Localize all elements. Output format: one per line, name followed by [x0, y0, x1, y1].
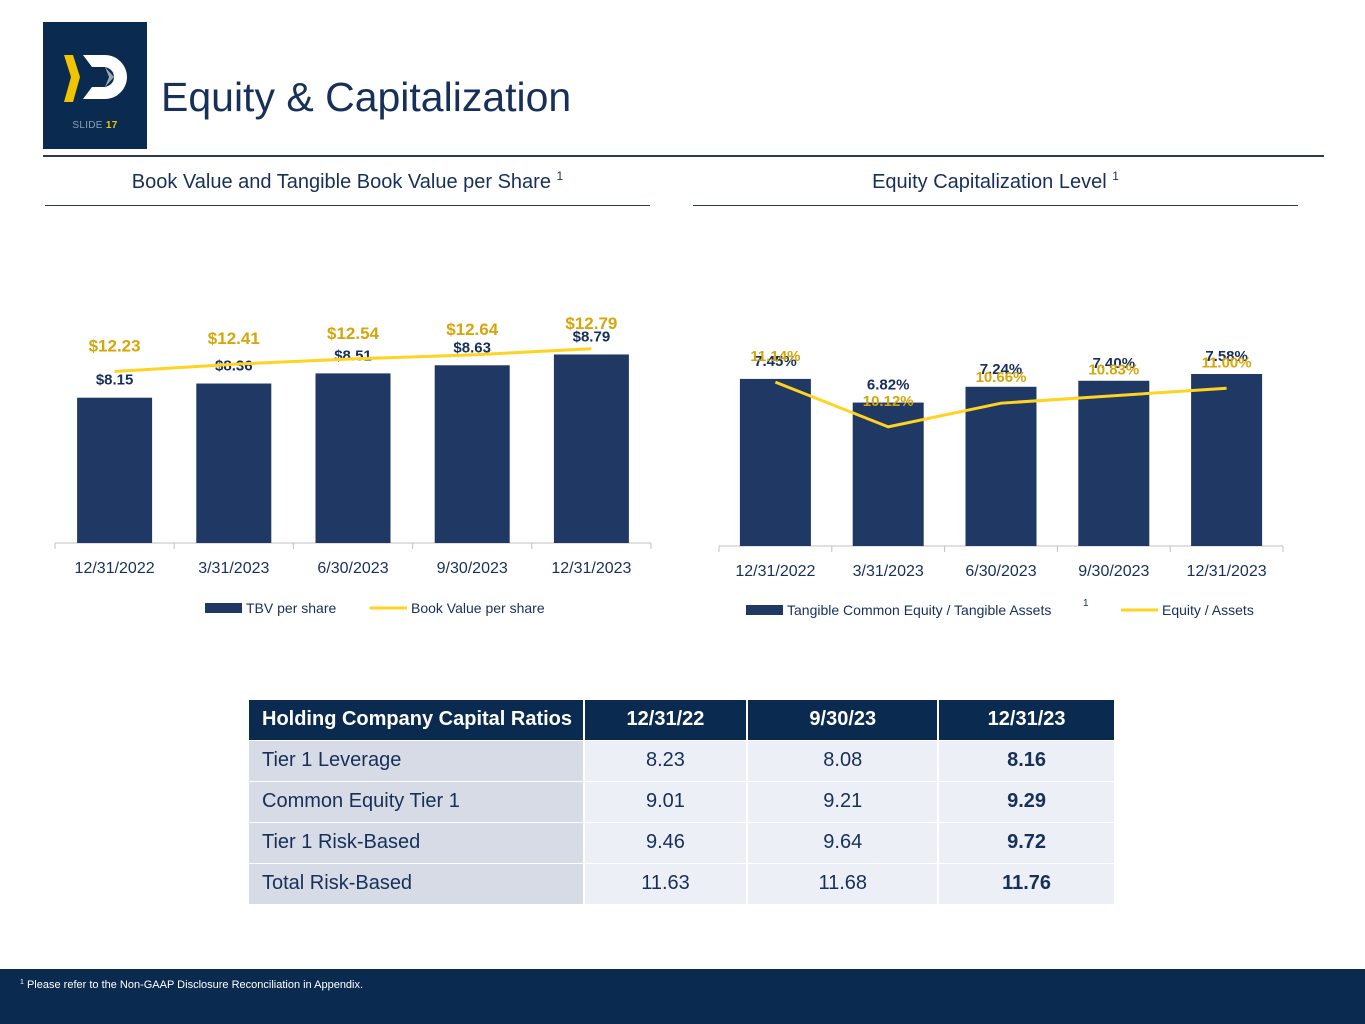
right-chart-divider — [693, 205, 1298, 206]
equity-capitalization-chart: 7.45% 12/31/2022 6.82% 3/31/2023 7.24% 6/30/2… — [693, 220, 1313, 630]
table-row: Total Risk-Based 11.63 11.68 11.76 — [249, 862, 1116, 904]
table-cell: 11.76 — [938, 862, 1116, 904]
legend-swatch-bar — [746, 605, 783, 615]
line-series — [774, 380, 1227, 429]
table-row: Common Equity Tier 1 9.01 9.21 9.29 — [249, 780, 1116, 822]
left-chart-divider — [45, 205, 650, 206]
bar-value-label: $8.36 — [215, 358, 253, 375]
line-value-label: 10.66% — [976, 369, 1027, 386]
table-row: Tier 1 Leverage 8.23 8.08 8.16 — [249, 739, 1116, 781]
capital-ratios-table: Holding Company Capital Ratios 12/31/22 … — [249, 700, 1116, 904]
x-tick-label: 12/31/2022 — [75, 560, 155, 577]
bar — [965, 386, 1037, 546]
line-series — [114, 347, 592, 373]
page-title: Equity & Capitalization — [161, 74, 572, 120]
table-cell: 9.29 — [938, 780, 1116, 822]
book-value-chart: $8.15 12/31/2022 $8.36 3/31/2023 $8.51 6/30/2… — [45, 220, 665, 630]
right-chart-title: Equity Capitalization Level 1 — [872, 169, 1119, 193]
bar-value-label: $8.51 — [334, 347, 372, 364]
line-value-label: 10.83% — [1088, 362, 1139, 379]
table-cell: 11.68 — [747, 862, 940, 904]
line-value-label: $12.79 — [565, 314, 617, 333]
table-cell: 9.01 — [583, 780, 749, 822]
x-tick-label: 6/30/2023 — [317, 560, 388, 577]
bar-value-label: 7.40% — [1093, 355, 1136, 372]
table-header-cell: 12/31/22 — [583, 700, 749, 740]
legend-footnote-mark: 1 — [1083, 598, 1089, 609]
title-divider — [43, 155, 1324, 157]
legend-label-bar: Tangible Common Equity / Tangible Assets — [787, 602, 1051, 618]
bar — [434, 365, 510, 543]
bar-value-label: 6.82% — [867, 377, 910, 394]
table-cell: 8.16 — [938, 739, 1116, 781]
table-cell: 9.64 — [747, 821, 940, 863]
table-cell: 9.21 — [747, 780, 940, 822]
bar — [1191, 374, 1263, 546]
table-header-cell: Holding Company Capital Ratios — [249, 700, 585, 740]
table-row-label: Total Risk-Based — [249, 862, 585, 904]
line-value-label: 11.14% — [750, 348, 800, 365]
bar — [553, 354, 629, 543]
table-cell: 9.72 — [938, 821, 1116, 863]
x-tick-label: 9/30/2023 — [1078, 563, 1149, 580]
bar — [315, 373, 391, 543]
legend-label-bar: TBV per share — [246, 600, 336, 616]
footer-note: 1 Please refer to the Non-GAAP Disclosur… — [20, 979, 364, 991]
bar-value-label: 7.45% — [754, 353, 797, 370]
line-value-label: $12.64 — [446, 320, 499, 339]
bar — [77, 397, 153, 543]
book-value-chart-svg: $8.15 12/31/2022 $8.36 3/31/2023 $8.51 6/30/2… — [54, 314, 652, 616]
left-chart-title: Book Value and Tangible Book Value per S… — [131, 169, 564, 193]
equity-capitalization-chart-svg: 7.45% 12/31/2022 6.82% 3/31/2023 7.24% 6/30/2… — [718, 348, 1284, 618]
table-cell: 8.23 — [583, 739, 749, 781]
bar — [1078, 380, 1150, 546]
legend-label-line: Equity / Assets — [1162, 602, 1254, 618]
legend-label-line: Book Value per share — [411, 600, 545, 616]
line-value-label: $12.54 — [327, 324, 380, 343]
line-value-label: $12.23 — [89, 336, 141, 355]
bar-value-label: $8.63 — [453, 339, 491, 356]
x-tick-label: 3/31/2023 — [853, 563, 924, 580]
line-value-label: 10.12% — [863, 393, 914, 410]
company-logo: SLIDE 17 — [43, 22, 147, 149]
legend-swatch-bar — [205, 603, 242, 613]
x-tick-label: 12/31/2023 — [551, 560, 631, 577]
x-tick-label: 6/30/2023 — [965, 563, 1036, 580]
x-tick-label: 3/31/2023 — [198, 560, 269, 577]
table-row-label: Common Equity Tier 1 — [249, 780, 585, 822]
bar — [852, 402, 924, 546]
bar-value-label: $8.79 — [573, 328, 611, 345]
x-tick-label: 12/31/2022 — [735, 563, 815, 580]
table-header-cell: 9/30/23 — [747, 700, 940, 740]
line-value-label: $12.41 — [208, 329, 260, 348]
table-header-cell: 12/31/23 — [938, 700, 1116, 740]
table-cell: 9.46 — [583, 821, 749, 863]
table-row-label: Tier 1 Risk-Based — [249, 821, 585, 863]
footer-bar: 1 Please refer to the Non-GAAP Disclosur… — [0, 969, 1365, 1024]
line-value-label: 11.00% — [1202, 354, 1252, 371]
slide-number: SLIDE 17 — [72, 120, 118, 131]
bar — [739, 378, 811, 546]
bar — [196, 383, 272, 543]
table-header-row: Holding Company Capital Ratios 12/31/22 … — [249, 700, 1116, 740]
x-tick-label: 9/30/2023 — [437, 560, 508, 577]
bar-value-label: 7.58% — [1205, 348, 1248, 365]
table-cell: 8.08 — [747, 739, 940, 781]
x-tick-label: 12/31/2023 — [1187, 563, 1267, 580]
bar-value-label: 7.24% — [980, 361, 1023, 378]
table-row-label: Tier 1 Leverage — [249, 739, 585, 781]
chevron-logo-icon — [64, 55, 127, 102]
table-row: Tier 1 Risk-Based 9.46 9.64 9.72 — [249, 821, 1116, 863]
bar-value-label: $8.15 — [96, 372, 134, 389]
table-cell: 11.63 — [583, 862, 749, 904]
